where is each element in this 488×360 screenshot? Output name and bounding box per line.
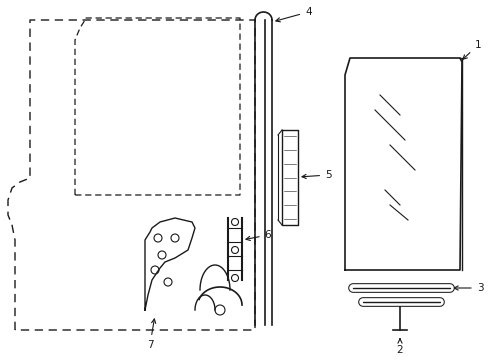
Text: 2: 2: [396, 339, 403, 355]
Text: 1: 1: [462, 40, 480, 59]
Text: 7: 7: [146, 319, 155, 350]
Text: 4: 4: [275, 7, 311, 22]
Text: 5: 5: [302, 170, 331, 180]
Text: 6: 6: [245, 230, 271, 240]
Text: 3: 3: [453, 283, 482, 293]
